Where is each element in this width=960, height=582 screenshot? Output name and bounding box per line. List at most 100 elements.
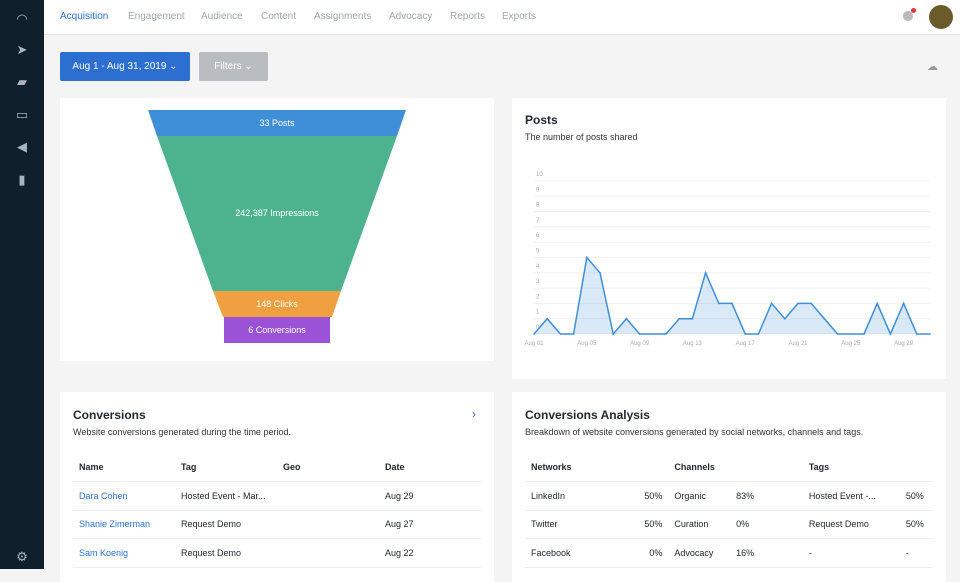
tag-pct-cell: - bbox=[899, 538, 933, 568]
y-tick-label: 0 bbox=[536, 325, 540, 331]
date-cell: Aug 29 bbox=[379, 481, 481, 511]
network-pct-cell: 50% bbox=[635, 481, 669, 511]
series-area bbox=[534, 257, 930, 334]
tab-audience[interactable]: Audience bbox=[201, 11, 243, 22]
col-date: Date bbox=[379, 453, 481, 482]
tag-pct-cell: 50% bbox=[899, 481, 933, 511]
y-tick-label: 1 bbox=[536, 310, 540, 316]
x-tick-label: Aug 17 bbox=[736, 341, 756, 347]
table-row: Sam Koenig Request Demo Aug 22 bbox=[73, 538, 481, 568]
geo-cell bbox=[277, 481, 379, 511]
conversions-card: Conversions › Website conversions genera… bbox=[60, 392, 494, 582]
table-row: Dara Cohen Hosted Event - Mar... Aug 29 bbox=[73, 481, 481, 511]
data-point bbox=[836, 333, 839, 335]
y-tick-label: 5 bbox=[536, 249, 540, 255]
data-point bbox=[586, 256, 588, 259]
tab-acquisition[interactable]: Acquisition bbox=[60, 11, 109, 22]
table-row: Facebook 0% Advocacy 16% - - bbox=[525, 538, 933, 568]
conversions-subtitle: Website conversions generated during the… bbox=[73, 427, 291, 437]
channel-cell: Curation bbox=[668, 510, 731, 539]
tag-cell: Request Demo bbox=[175, 538, 277, 568]
tag-pct-cell: 50% bbox=[899, 510, 933, 539]
data-point bbox=[784, 317, 786, 320]
data-point bbox=[612, 333, 614, 335]
geo-cell bbox=[277, 538, 379, 568]
avatar[interactable] bbox=[929, 5, 953, 29]
dashboard-icon[interactable]: ◠ bbox=[16, 11, 28, 26]
notifications-icon[interactable] bbox=[903, 8, 916, 21]
tab-engagement[interactable]: Engagement bbox=[128, 11, 185, 22]
funnel-shape bbox=[148, 110, 406, 343]
tab-content[interactable]: Content bbox=[261, 11, 297, 22]
network-cell: Twitter bbox=[525, 510, 636, 539]
tab-reports[interactable]: Reports bbox=[450, 11, 486, 22]
conversions-table: Name Tag Geo Date Dara Cohen Hosted Event - … bbox=[73, 453, 481, 568]
chevron-right-icon[interactable]: › bbox=[472, 407, 476, 421]
data-point bbox=[625, 317, 628, 320]
col-channels: Channels bbox=[668, 453, 803, 482]
data-point bbox=[850, 333, 852, 335]
posts-subtitle: The number of posts shared bbox=[525, 132, 638, 142]
data-point bbox=[744, 333, 746, 335]
y-tick-label: 9 bbox=[536, 187, 540, 193]
contact-link[interactable]: Sam Koenig bbox=[79, 547, 129, 558]
send-icon[interactable]: ➤ bbox=[16, 42, 28, 57]
contact-link[interactable]: Shanie Zimerman bbox=[79, 519, 151, 530]
megaphone-icon[interactable]: ◀ bbox=[17, 139, 27, 154]
data-point bbox=[916, 333, 918, 335]
col-geo: Geo bbox=[277, 453, 379, 482]
y-tick-label: 7 bbox=[536, 218, 540, 224]
x-tick-label: Aug 01 bbox=[524, 341, 544, 347]
tab-advocacy[interactable]: Advocacy bbox=[389, 11, 433, 22]
cloud-download-icon[interactable]: ☁ bbox=[927, 61, 938, 73]
date-range-button[interactable]: Aug 1 - Aug 31, 2019 ⌄ bbox=[60, 52, 190, 81]
x-tick-label: Aug 29 bbox=[894, 341, 914, 347]
x-tick-label: Aug 25 bbox=[841, 341, 861, 347]
data-point bbox=[863, 333, 865, 335]
tag-cell: Request Demo bbox=[175, 510, 277, 539]
conversions-analysis-card: Conversions Analysis Breakdown of websit… bbox=[512, 392, 946, 582]
posts-card: Posts The number of posts shared 0 1 2 3 4 5 6… bbox=[512, 98, 946, 379]
gear-icon[interactable]: ⚙ bbox=[16, 549, 28, 564]
data-point bbox=[572, 333, 575, 335]
data-point bbox=[678, 317, 680, 320]
table-row: Shanie Zimerman Request Demo Aug 27 bbox=[73, 510, 481, 539]
network-cell: Facebook bbox=[525, 538, 636, 568]
network-pct-cell: 0% bbox=[635, 538, 669, 568]
analysis-title: Conversions Analysis bbox=[525, 408, 650, 422]
tab-exports[interactable]: Exports bbox=[502, 11, 536, 22]
y-tick-label: 10 bbox=[536, 172, 543, 178]
geo-cell bbox=[277, 510, 379, 539]
channel-cell: Organic bbox=[668, 481, 731, 511]
messages-icon[interactable]: ▰ bbox=[17, 74, 27, 89]
channel-pct-cell: 0% bbox=[730, 510, 803, 539]
data-point bbox=[770, 302, 773, 305]
funnel-clicks: 148 Clicks bbox=[256, 299, 298, 309]
table-row: LinkedIn 50% Organic 83% Hosted Event -... 50… bbox=[525, 481, 933, 511]
tab-assignments[interactable]: Assignments bbox=[314, 11, 372, 22]
data-point bbox=[718, 302, 720, 305]
data-point bbox=[533, 333, 535, 335]
data-point bbox=[731, 302, 733, 305]
y-tick-label: 4 bbox=[536, 264, 540, 270]
col-networks: Networks bbox=[525, 453, 669, 482]
data-point bbox=[929, 333, 931, 335]
data-point bbox=[652, 333, 654, 335]
contact-link[interactable]: Dara Cohen bbox=[79, 490, 128, 501]
network-pct-cell: 50% bbox=[635, 510, 669, 539]
x-tick-label: Aug 09 bbox=[630, 341, 650, 347]
tag-cell: Request Demo bbox=[802, 510, 900, 539]
analytics-icon[interactable]: ▮ bbox=[18, 172, 26, 187]
data-point bbox=[902, 302, 905, 305]
data-point bbox=[546, 317, 548, 320]
inbox-icon[interactable]: ▭ bbox=[15, 107, 29, 122]
tag-cell: Hosted Event - Mar... bbox=[175, 481, 277, 511]
sidebar: ◠ ➤ ▰ ▭ ◀ ▮ ⚙ bbox=[0, 0, 44, 569]
tag-cell: - bbox=[802, 538, 900, 568]
channel-pct-cell: 83% bbox=[730, 481, 803, 511]
x-tick-label: Aug 05 bbox=[577, 341, 597, 347]
tag-cell: Hosted Event -... bbox=[802, 481, 900, 511]
filters-button[interactable]: Filters ⌄ bbox=[199, 52, 268, 81]
y-tick-label: 6 bbox=[536, 233, 540, 239]
data-point bbox=[638, 333, 641, 335]
